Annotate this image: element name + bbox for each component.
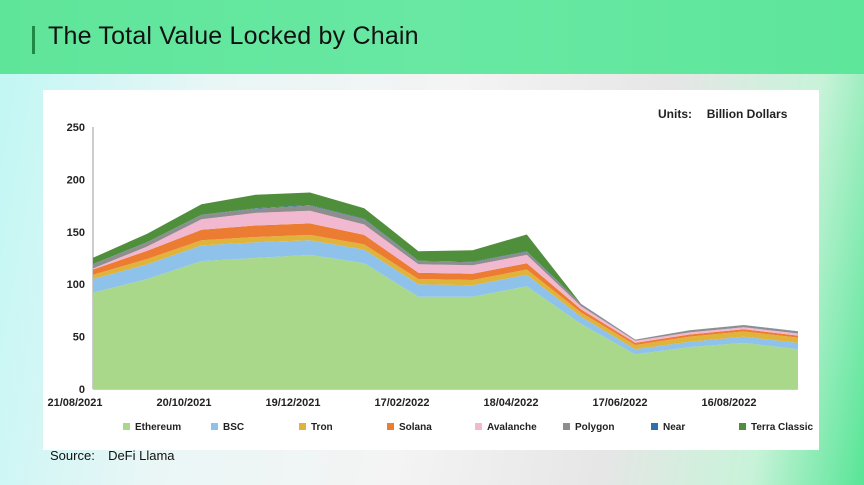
x-tick-label: 19/12/2021: [265, 397, 320, 409]
legend-label-tron: Tron: [311, 422, 333, 433]
area-solana: [93, 223, 798, 345]
source-label: Source:: [50, 448, 95, 463]
area-avalanche: [93, 210, 798, 343]
area-ethereum: [93, 254, 798, 389]
y-tick-label: 250: [67, 122, 85, 134]
area-tron: [93, 234, 798, 350]
legend-label-terra-classic: Terra Classic: [751, 422, 814, 433]
y-tick-label: 200: [67, 174, 85, 186]
y-tick-label: 0: [79, 384, 85, 396]
source-note: Source: DeFi Llama: [50, 448, 175, 463]
chart-panel: 0 50 100 150 200 250 21/08/2021 20/10/2021 19/12…: [43, 90, 819, 450]
legend-label-avalanche: Avalanche: [487, 422, 537, 433]
x-tick-label: 17/06/2022: [592, 397, 647, 409]
legend-swatch-terra-classic: [739, 423, 746, 430]
legend-swatch-tron: [299, 423, 306, 430]
legend-swatch-avalanche: [475, 423, 482, 430]
units-value: Billion Dollars: [706, 107, 788, 121]
page-title: The Total Value Locked by Chain: [48, 22, 419, 50]
x-tick-label: 21/08/2021: [47, 397, 102, 409]
x-tick-label: 18/04/2022: [483, 397, 538, 409]
header-banner: The Total Value Locked by Chain: [0, 0, 864, 74]
area-bsc: [93, 240, 798, 355]
legend-swatch-near: [651, 423, 658, 430]
y-tick-label: 100: [67, 279, 85, 291]
legend-label-ethereum: Ethereum: [135, 422, 181, 433]
legend-label-polygon: Polygon: [575, 422, 614, 433]
title-accent-bar: [32, 26, 35, 54]
x-tick-label: 17/02/2022: [374, 397, 429, 409]
units-note: Units: Billion Dollars: [658, 107, 787, 121]
y-tick-label: 50: [73, 332, 85, 344]
area-polygon: [93, 205, 798, 341]
legend-label-near: Near: [663, 422, 685, 433]
tvl-stacked-area-chart: 0 50 100 150 200 250 21/08/2021 20/10/2021 19/12…: [47, 122, 814, 433]
legend-swatch-ethereum: [123, 423, 130, 430]
legend-swatch-solana: [387, 423, 394, 430]
units-label: Units:: [658, 107, 692, 121]
source-value: DeFi Llama: [108, 448, 175, 463]
legend-label-bsc: BSC: [223, 422, 244, 433]
legend-swatch-polygon: [563, 423, 570, 430]
x-tick-label: 16/08/2022: [701, 397, 756, 409]
x-tick-label: 20/10/2021: [156, 397, 211, 409]
legend-label-solana: Solana: [399, 422, 432, 433]
y-tick-label: 150: [67, 227, 85, 239]
legend-swatch-bsc: [211, 423, 218, 430]
